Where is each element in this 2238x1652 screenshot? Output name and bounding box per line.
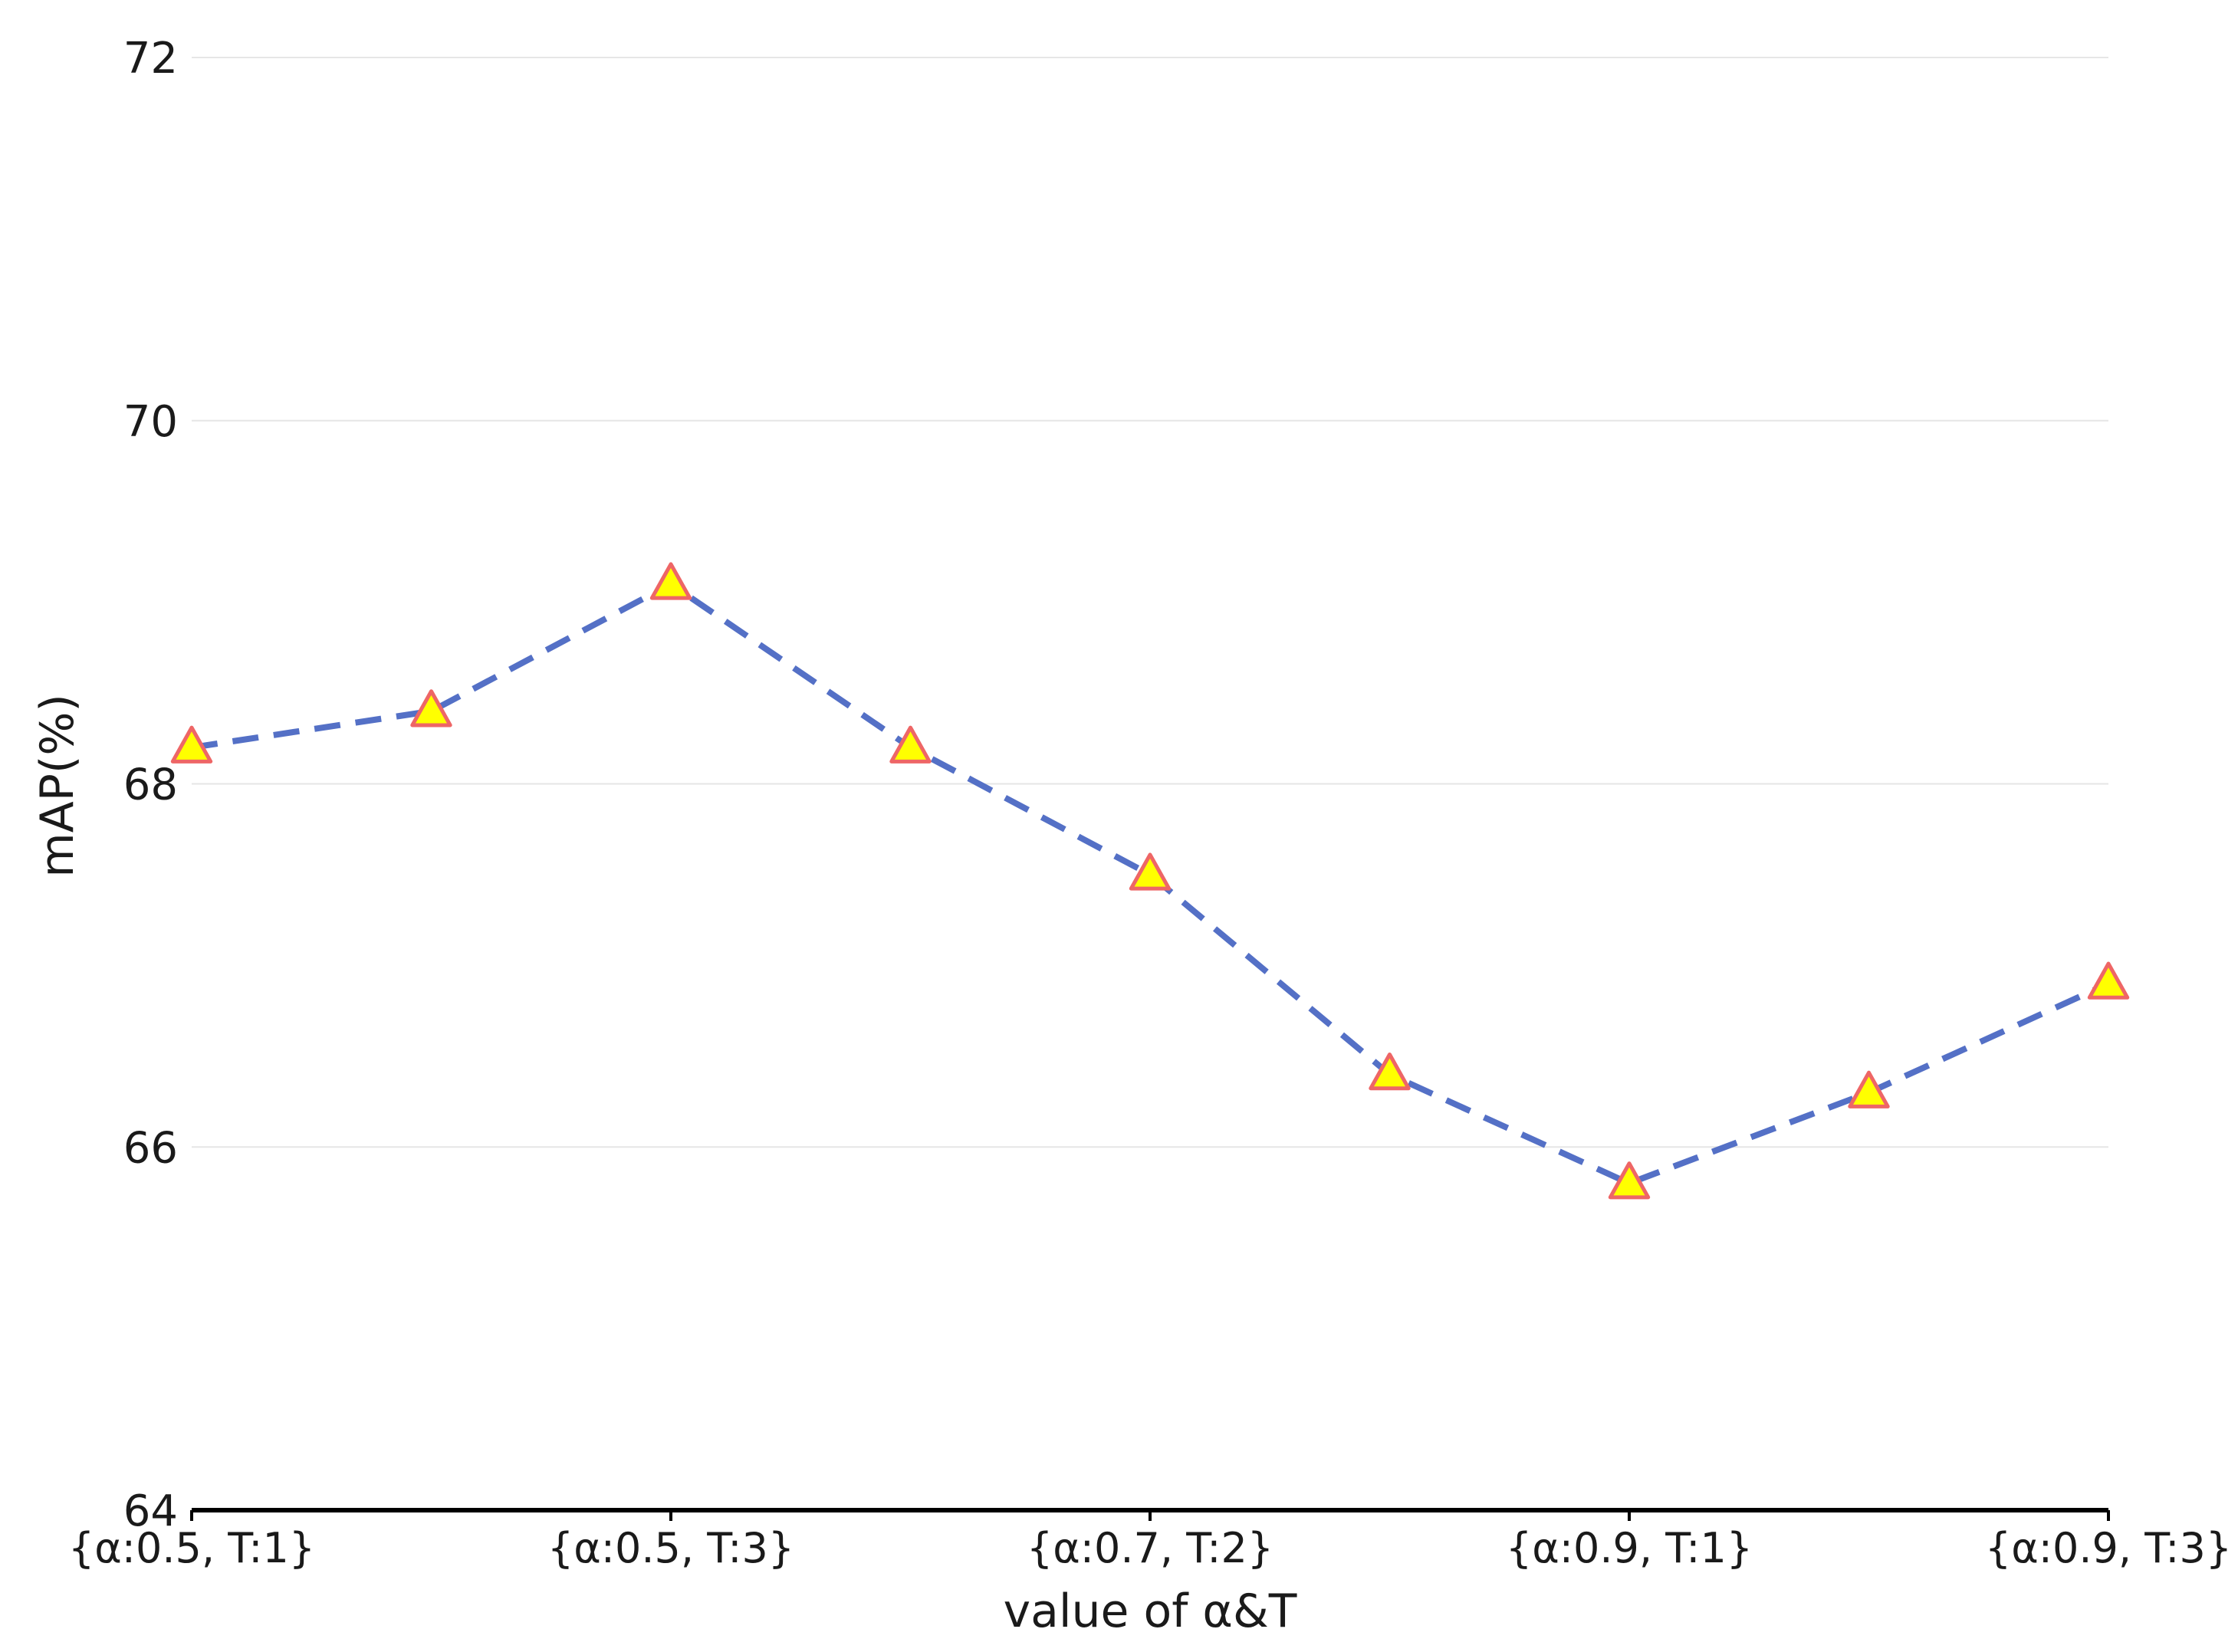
y-tick-label: 72 [123, 34, 178, 84]
triangle-marker [1848, 1070, 1890, 1108]
x-tick-label: {α:0.5, T:1} [68, 1524, 315, 1572]
x-tick-label: {α:0.9, T:3} [1985, 1524, 2232, 1572]
y-tick-label: 70 [123, 397, 178, 447]
data-markers [170, 562, 2130, 1200]
triangle-marker [889, 725, 932, 764]
y-tick-label: 66 [123, 1123, 178, 1173]
x-tick-label: {α:0.9, T:1} [1506, 1524, 1753, 1572]
triangle-marker [170, 725, 213, 764]
y-tick-label: 64 [123, 1486, 178, 1536]
y-axis-title: mAP(%) [31, 694, 84, 878]
triangle-marker [2087, 961, 2130, 1000]
tick-labels: 64 66 68 70 72 {α:0.5, T:1} {α:0.5, T:3} {α:0.7… [68, 34, 2232, 1572]
gridlines [192, 57, 2108, 1148]
triangle-marker [1608, 1161, 1651, 1200]
x-axis-title: value of α&T [1004, 1585, 1297, 1638]
triangle-marker [1369, 1053, 1411, 1091]
series-line [191, 580, 2110, 1187]
triangle-marker [649, 562, 692, 600]
data-series [191, 580, 2110, 1187]
triangle-marker [1129, 852, 1172, 891]
x-tick-label: {α:0.5, T:3} [547, 1524, 794, 1572]
triangle-marker [410, 689, 452, 727]
axes [190, 1508, 2110, 1521]
x-tick-label: {α:0.7, T:2} [1027, 1524, 1273, 1572]
y-tick-label: 68 [123, 760, 178, 810]
